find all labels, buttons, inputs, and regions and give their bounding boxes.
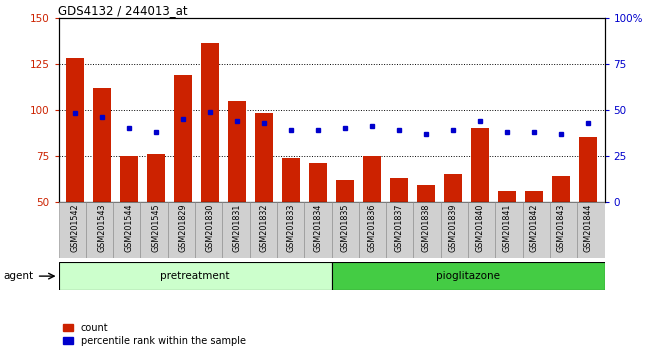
- Text: GDS4132 / 244013_at: GDS4132 / 244013_at: [58, 4, 188, 17]
- Bar: [523, 202, 550, 258]
- Text: GSM201542: GSM201542: [70, 204, 79, 252]
- Text: GSM201839: GSM201839: [448, 204, 458, 252]
- Bar: [417, 185, 435, 202]
- Bar: [552, 176, 570, 202]
- Bar: [58, 262, 332, 290]
- Text: GSM201832: GSM201832: [259, 204, 268, 252]
- Bar: [413, 202, 441, 258]
- Bar: [390, 178, 408, 202]
- Bar: [309, 163, 327, 202]
- Text: GSM201842: GSM201842: [530, 204, 539, 252]
- Text: GSM201833: GSM201833: [287, 204, 296, 252]
- Bar: [174, 75, 192, 202]
- Text: GSM201834: GSM201834: [313, 204, 322, 252]
- Bar: [66, 58, 83, 202]
- Bar: [147, 154, 164, 202]
- Text: GSM201837: GSM201837: [395, 204, 404, 252]
- Legend: count, percentile rank within the sample: count, percentile rank within the sample: [63, 323, 246, 346]
- Bar: [228, 101, 246, 202]
- Bar: [255, 113, 273, 202]
- Text: GSM201840: GSM201840: [476, 204, 485, 252]
- Bar: [201, 44, 218, 202]
- Text: GSM201830: GSM201830: [205, 204, 214, 252]
- Bar: [495, 202, 523, 258]
- Bar: [120, 156, 138, 202]
- Bar: [58, 202, 86, 258]
- Bar: [332, 262, 604, 290]
- Bar: [304, 202, 332, 258]
- Bar: [471, 128, 489, 202]
- Text: pioglitazone: pioglitazone: [436, 271, 500, 281]
- Bar: [468, 202, 495, 258]
- Bar: [332, 202, 359, 258]
- Bar: [277, 202, 304, 258]
- Bar: [86, 202, 113, 258]
- Bar: [550, 202, 577, 258]
- Bar: [195, 202, 222, 258]
- Text: GSM201843: GSM201843: [557, 204, 566, 252]
- Text: GSM201836: GSM201836: [367, 204, 376, 252]
- Bar: [441, 202, 468, 258]
- Bar: [580, 137, 597, 202]
- Text: GSM201841: GSM201841: [502, 204, 512, 252]
- Text: GSM201544: GSM201544: [124, 204, 133, 252]
- Bar: [386, 202, 413, 258]
- Text: GSM201545: GSM201545: [151, 204, 161, 252]
- Text: GSM201838: GSM201838: [422, 204, 430, 252]
- Bar: [93, 88, 110, 202]
- Bar: [113, 202, 140, 258]
- Bar: [499, 191, 516, 202]
- Text: GSM201829: GSM201829: [178, 204, 187, 252]
- Bar: [363, 156, 381, 202]
- Text: pretreatment: pretreatment: [161, 271, 229, 281]
- Bar: [445, 174, 462, 202]
- Bar: [222, 202, 250, 258]
- Text: GSM201831: GSM201831: [233, 204, 241, 252]
- Bar: [140, 202, 168, 258]
- Text: agent: agent: [3, 271, 33, 281]
- Text: GSM201844: GSM201844: [584, 204, 593, 252]
- Bar: [250, 202, 277, 258]
- Bar: [282, 158, 300, 202]
- Text: GSM201543: GSM201543: [98, 204, 106, 252]
- Text: GSM201835: GSM201835: [341, 204, 350, 252]
- Bar: [168, 202, 195, 258]
- Bar: [336, 180, 354, 202]
- Bar: [525, 191, 543, 202]
- Bar: [359, 202, 386, 258]
- Bar: [577, 202, 605, 258]
